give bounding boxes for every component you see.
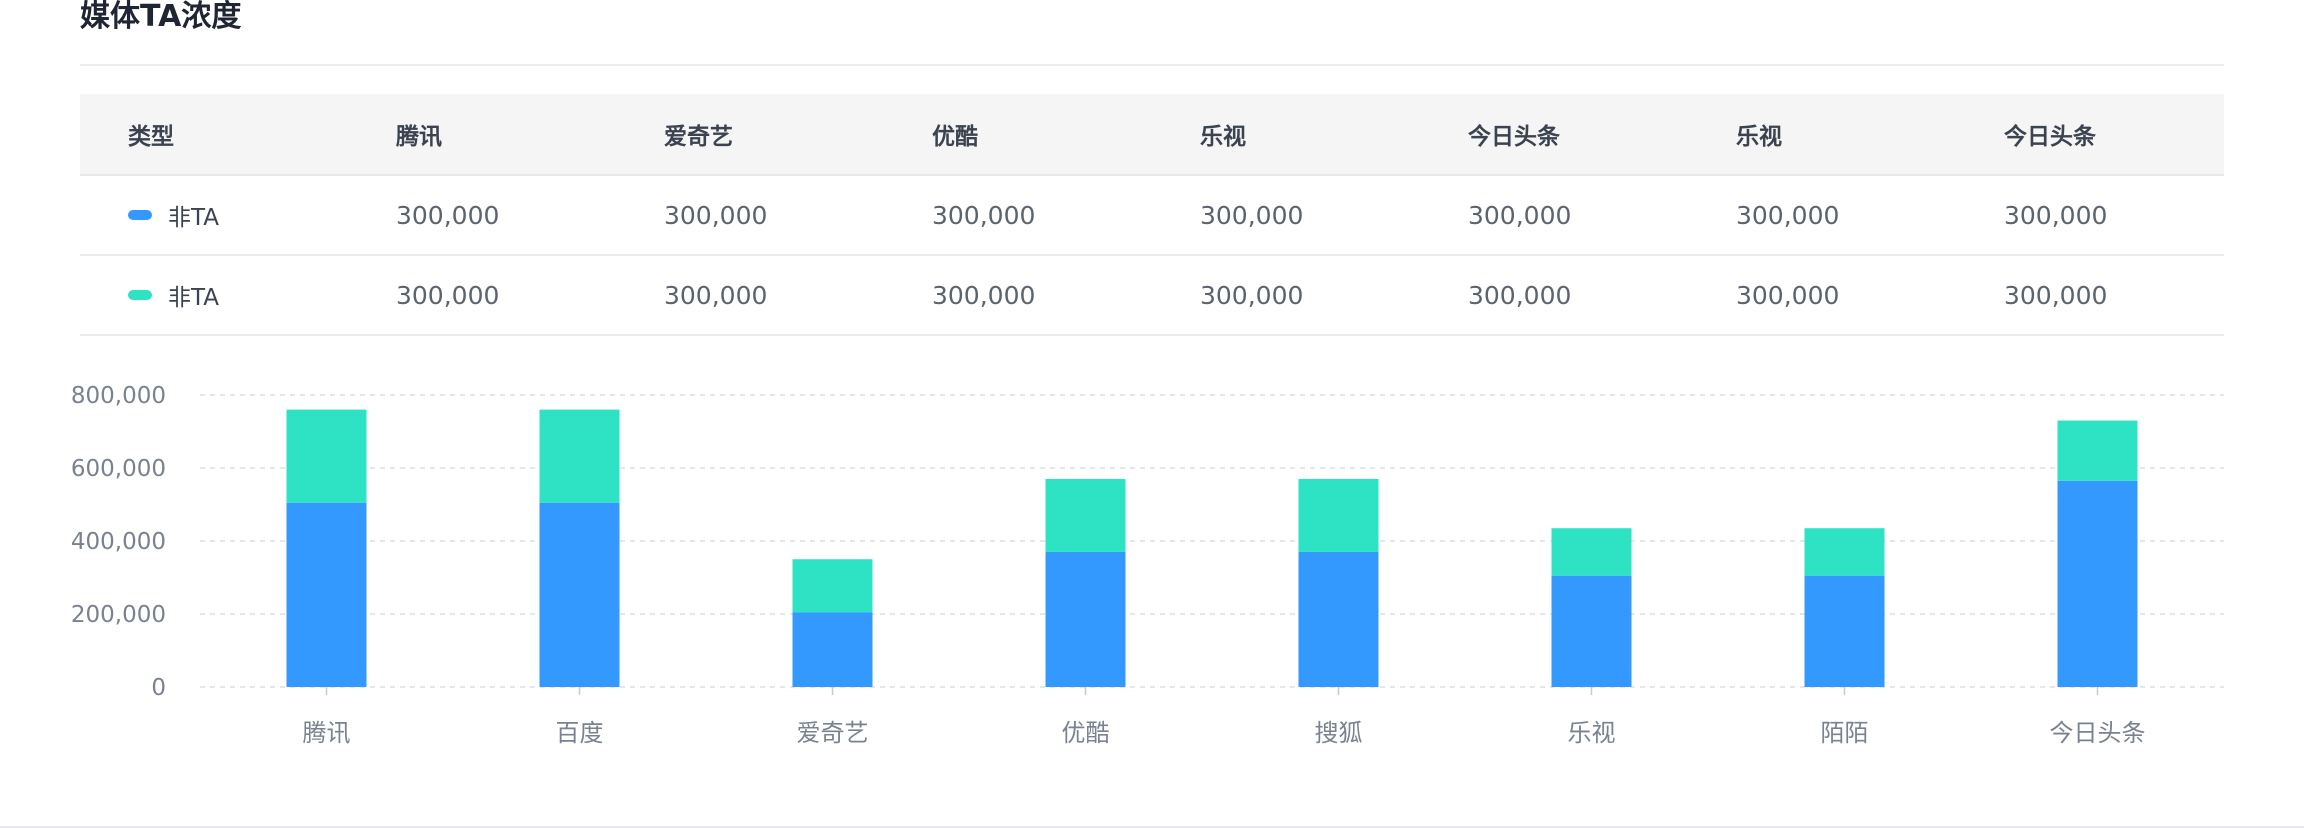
table-cell: 300,000 bbox=[616, 255, 884, 336]
bar-segment-series-0 bbox=[1804, 575, 1885, 687]
table-cell: 300,000 bbox=[348, 175, 616, 256]
table-cell: 300,000 bbox=[1152, 255, 1420, 336]
table-cell: 300,000 bbox=[1956, 175, 2224, 256]
bar-segment-series-1 bbox=[2057, 420, 2138, 481]
bar-segment-series-1 bbox=[1045, 478, 1126, 552]
table-cell: 300,000 bbox=[884, 175, 1152, 256]
title-divider bbox=[80, 64, 2224, 66]
legend-swatch-icon bbox=[128, 290, 152, 300]
bar-segment-series-0 bbox=[1551, 575, 1632, 687]
x-tick-label: 搜狐 bbox=[1315, 719, 1363, 747]
page-title: 媒体TA浓度 bbox=[80, 0, 242, 34]
bar-segment-series-0 bbox=[539, 502, 620, 687]
bar-segment-series-0 bbox=[792, 612, 873, 687]
column-header: 乐视 bbox=[1688, 94, 1956, 176]
bar-segment-series-1 bbox=[1804, 528, 1885, 576]
series-type-cell: 非TA bbox=[80, 175, 348, 256]
y-tick-label: 600,000 bbox=[71, 456, 166, 482]
table-cell: 300,000 bbox=[1688, 175, 1956, 256]
table-row: 非TA 300,000 300,000 300,000 300,000 300,… bbox=[80, 175, 2224, 256]
column-header: 今日头条 bbox=[1956, 94, 2224, 176]
column-header: 爱奇艺 bbox=[616, 94, 884, 176]
table-cell: 300,000 bbox=[1152, 175, 1420, 256]
column-header-type: 类型 bbox=[80, 94, 348, 176]
data-table: 类型 腾讯 爱奇艺 优酷 乐视 今日头条 乐视 今日头条 非TA 300,000… bbox=[80, 94, 2224, 336]
bar-segment-series-0 bbox=[1045, 551, 1126, 687]
y-tick-label: 200,000 bbox=[71, 602, 166, 628]
data-table-wrap: 类型 腾讯 爱奇艺 优酷 乐视 今日头条 乐视 今日头条 非TA 300,000… bbox=[80, 94, 2224, 336]
bar-segment-series-1 bbox=[1551, 528, 1632, 576]
x-tick-label: 爱奇艺 bbox=[797, 719, 869, 747]
table-header-row: 类型 腾讯 爱奇艺 优酷 乐视 今日头条 乐视 今日头条 bbox=[80, 94, 2224, 176]
x-tick-label: 陌陌 bbox=[1821, 719, 1869, 747]
column-header: 今日头条 bbox=[1420, 94, 1688, 176]
x-tick-label: 优酷 bbox=[1062, 719, 1110, 747]
table-cell: 300,000 bbox=[1688, 255, 1956, 336]
x-tick-label: 乐视 bbox=[1568, 719, 1616, 747]
bar-segment-series-1 bbox=[539, 409, 620, 503]
table-cell: 300,000 bbox=[616, 175, 884, 256]
legend-swatch-icon bbox=[128, 210, 152, 220]
stacked-bar-chart: 0 200,000 400,000 600,000 800,000 腾讯 百度 爱奇艺 优酷 搜狐… bbox=[71, 383, 2224, 747]
table-cell: 300,000 bbox=[884, 255, 1152, 336]
table-row: 非TA 300,000 300,000 300,000 300,000 300,… bbox=[80, 255, 2224, 336]
bar-segment-series-1 bbox=[792, 559, 873, 613]
bar-segment-series-1 bbox=[1298, 478, 1379, 552]
bottom-divider bbox=[0, 826, 2304, 828]
x-tick-label: 腾讯 bbox=[303, 719, 351, 747]
table-cell: 300,000 bbox=[348, 255, 616, 336]
column-header: 乐视 bbox=[1152, 94, 1420, 176]
bar-segment-series-0 bbox=[2057, 480, 2138, 687]
series-label: 非TA bbox=[168, 285, 219, 311]
series-label: 非TA bbox=[168, 205, 219, 231]
column-header: 优酷 bbox=[884, 94, 1152, 176]
x-tick-label: 百度 bbox=[556, 719, 604, 747]
table-cell: 300,000 bbox=[1956, 255, 2224, 336]
y-tick-label: 400,000 bbox=[71, 529, 166, 555]
bar-segment-series-1 bbox=[286, 409, 367, 503]
x-tick-label: 今日头条 bbox=[2050, 719, 2146, 747]
series-type-cell: 非TA bbox=[80, 255, 348, 336]
y-tick-label: 800,000 bbox=[71, 383, 166, 409]
bar-segment-series-0 bbox=[286, 502, 367, 687]
bar-segment-series-0 bbox=[1298, 551, 1379, 687]
column-header: 腾讯 bbox=[348, 94, 616, 176]
y-tick-label: 0 bbox=[151, 675, 166, 701]
table-cell: 300,000 bbox=[1420, 175, 1688, 256]
table-cell: 300,000 bbox=[1420, 255, 1688, 336]
